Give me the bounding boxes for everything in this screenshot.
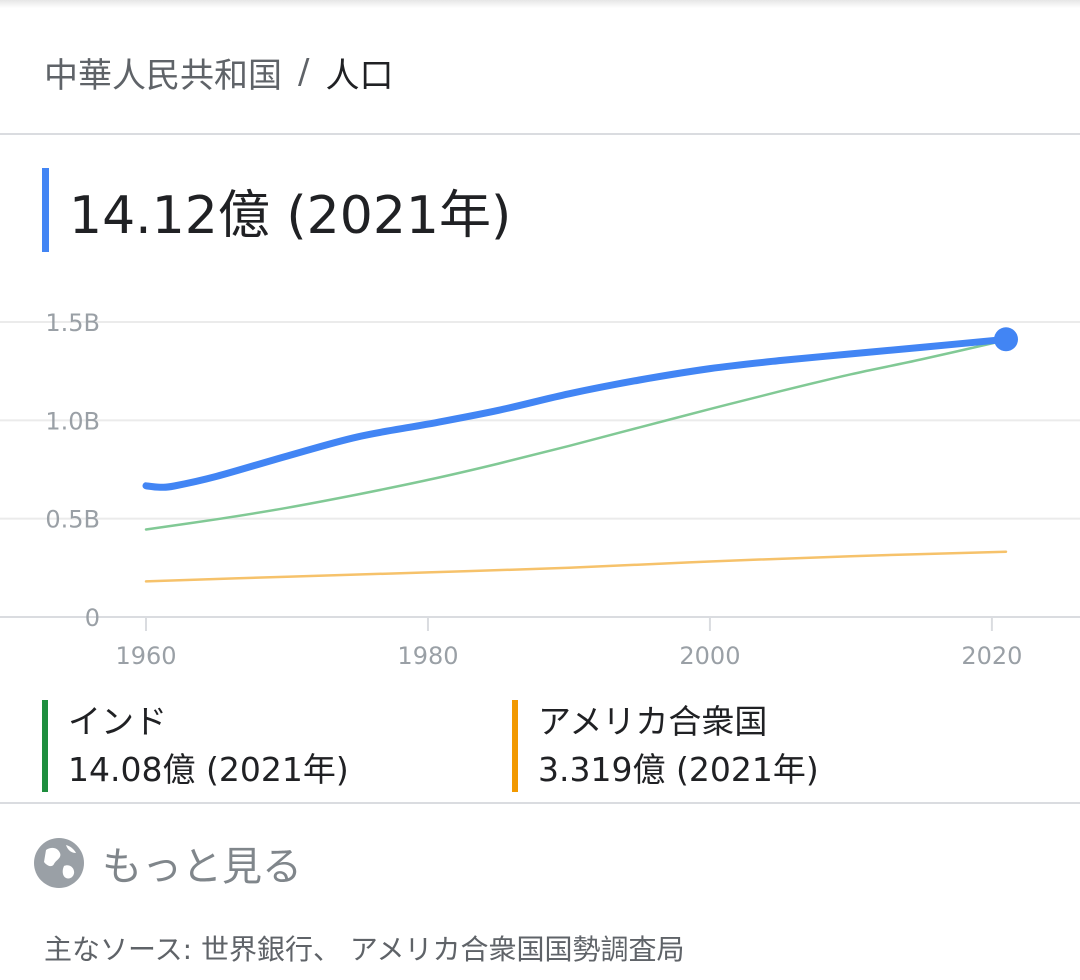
breadcrumb-attribute: 人口 [325, 55, 394, 96]
breadcrumb-separator: / [298, 52, 310, 92]
legend-color-bar [512, 700, 518, 792]
population-chart[interactable]: 0 0.5B 1.0B 1.5B 1960 1980 2000 2020 [0, 290, 1080, 690]
headline-value: 14.12億 (2021年) [69, 185, 512, 246]
globe-icon [34, 838, 84, 888]
legend-name: インド [68, 702, 167, 741]
series-endpoint [994, 327, 1018, 352]
divider [0, 802, 1080, 804]
x-tick-label: 2000 [679, 642, 740, 670]
more-link[interactable]: もっと見る [32, 830, 302, 896]
sources: 主なソース: 世界銀行、 アメリカ合衆国国勢調査局 [44, 928, 684, 968]
breadcrumb-entity[interactable]: 中華人民共和国 [44, 55, 282, 96]
headline-accent-bar [42, 168, 49, 252]
y-tick-label: 0.5B [45, 506, 100, 534]
legend-item-india[interactable]: インド 14.08億 (2021年) [42, 700, 349, 792]
sources-label: 主なソース: [44, 933, 193, 966]
x-tick-label: 1980 [397, 642, 458, 670]
sources-text: 世界銀行、 アメリカ合衆国国勢調査局 [200, 933, 685, 966]
series-line [144, 550, 1008, 583]
legend-value: 3.319億 (2021年) [538, 750, 819, 789]
legend-name: アメリカ合衆国 [538, 702, 768, 741]
top-shadow [0, 0, 1080, 8]
y-tick-label: 1.0B [45, 407, 100, 435]
x-tick-label: 2020 [961, 642, 1022, 670]
x-tick-label: 1960 [115, 642, 176, 670]
series-line [144, 338, 1008, 531]
breadcrumb: 中華人民共和国 / 人口 [44, 44, 393, 100]
legend-item-usa[interactable]: アメリカ合衆国 3.319億 (2021年) [512, 700, 819, 792]
divider [0, 133, 1080, 135]
y-tick-label: 0 [85, 604, 100, 632]
more-link-label: もっと見る [102, 844, 302, 890]
y-tick-label: 1.5B [45, 309, 100, 337]
legend-value: 14.08億 (2021年) [68, 750, 349, 789]
headline: 14.12億 (2021年) [42, 168, 511, 252]
legend-color-bar [42, 700, 48, 792]
series-line [142, 335, 1010, 491]
